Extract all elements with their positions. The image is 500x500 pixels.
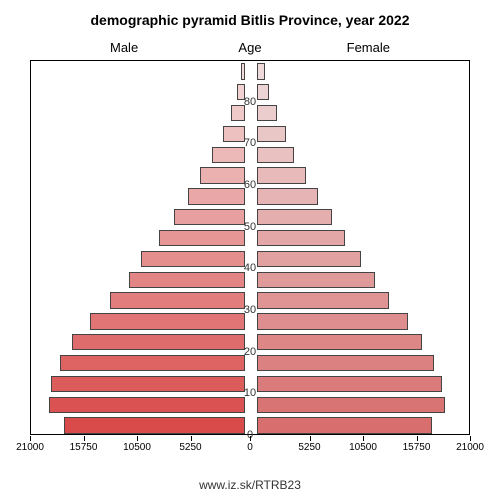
x-tick-label: 21000 xyxy=(456,442,484,453)
x-axis: 210001575010500525005250105001575021000 xyxy=(30,436,470,456)
male-bar xyxy=(141,251,245,267)
age-tick-label: 60 xyxy=(235,179,265,191)
female-label: Female xyxy=(347,40,390,55)
age-tick-label: 20 xyxy=(235,346,265,358)
x-tick-label: 15750 xyxy=(70,442,98,453)
x-tick xyxy=(470,436,471,441)
female-bar xyxy=(257,397,445,413)
female-bar xyxy=(257,417,432,433)
male-bar xyxy=(49,397,245,413)
female-bar xyxy=(257,209,332,225)
age-tick-label: 40 xyxy=(235,262,265,274)
x-tick-label: 5250 xyxy=(179,442,201,453)
age-tick-label: 30 xyxy=(235,304,265,316)
male-bar xyxy=(110,292,245,308)
pyramid-chart: demographic pyramid Bitlis Province, yea… xyxy=(0,0,500,500)
female-bar xyxy=(257,230,345,246)
age-tick-label: 80 xyxy=(235,96,265,108)
female-bar xyxy=(257,376,442,392)
male-bar xyxy=(241,63,245,79)
bars-layer: 01020304050607080 xyxy=(31,61,469,434)
age-tick-label: 10 xyxy=(235,387,265,399)
x-tick xyxy=(250,436,251,441)
x-tick xyxy=(137,436,138,441)
male-bar xyxy=(159,230,245,246)
x-tick-label: 10500 xyxy=(123,442,151,453)
x-tick xyxy=(417,436,418,441)
age-tick-label: 50 xyxy=(235,221,265,233)
female-bar xyxy=(257,63,265,79)
male-bar xyxy=(60,355,245,371)
footer-link: www.iz.sk/RTRB23 xyxy=(0,478,500,492)
male-bar xyxy=(90,313,245,329)
male-bar xyxy=(64,417,245,433)
female-bar xyxy=(257,313,408,329)
chart-title: demographic pyramid Bitlis Province, yea… xyxy=(0,12,500,28)
age-label-header: Age xyxy=(0,40,500,55)
male-bar xyxy=(72,334,245,350)
x-tick xyxy=(191,436,192,441)
x-tick xyxy=(310,436,311,441)
male-bar xyxy=(51,376,245,392)
x-tick-label: 5250 xyxy=(298,442,320,453)
female-bar xyxy=(257,334,422,350)
x-tick xyxy=(30,436,31,441)
female-bar xyxy=(257,355,434,371)
x-tick-label: 10500 xyxy=(349,442,377,453)
female-bar xyxy=(257,292,389,308)
female-bar xyxy=(257,188,318,204)
x-tick-label: 21000 xyxy=(16,442,44,453)
female-bar xyxy=(257,251,361,267)
male-bar xyxy=(129,272,245,288)
female-bar xyxy=(257,272,375,288)
x-tick-label: 0 xyxy=(247,442,253,453)
x-tick-label: 15750 xyxy=(403,442,431,453)
plot-area: 01020304050607080 xyxy=(30,60,470,435)
age-tick-label: 70 xyxy=(235,137,265,149)
x-tick xyxy=(363,436,364,441)
x-tick xyxy=(84,436,85,441)
